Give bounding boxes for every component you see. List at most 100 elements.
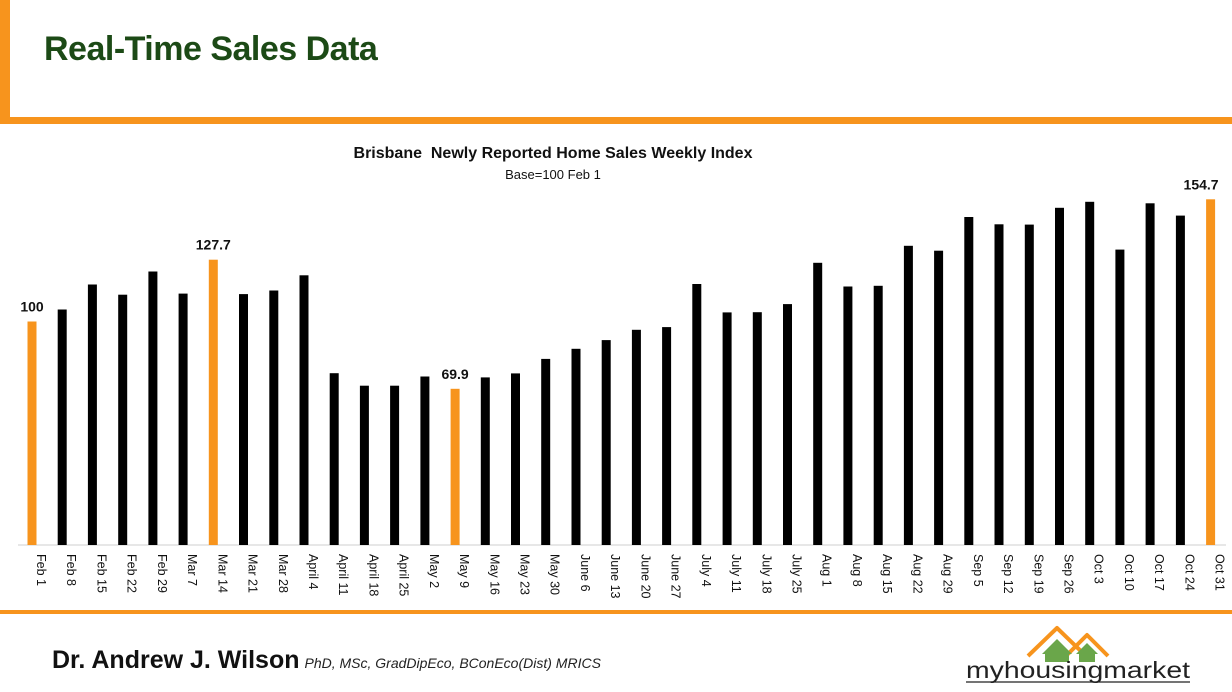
x-tick-label: Oct 31	[1213, 554, 1227, 591]
x-tick-label: Mar 14	[215, 554, 229, 593]
bar-aug-29	[934, 250, 944, 545]
house-roof-icon	[1026, 626, 1110, 662]
bar-oct-31	[1206, 199, 1216, 546]
page-title: Real-Time Sales Data	[44, 30, 378, 68]
bar-june-27	[662, 327, 672, 545]
x-tick-label: Aug 8	[850, 554, 864, 587]
data-label: 154.7	[1184, 176, 1219, 192]
bar-feb-8	[57, 309, 67, 545]
x-tick-label: June 13	[608, 554, 622, 599]
x-tick-label: Aug 22	[910, 554, 924, 594]
x-tick-label: April 11	[336, 554, 350, 596]
bar-july-4	[692, 284, 702, 545]
x-tick-label: May 30	[548, 554, 562, 595]
bar-sep-26	[1055, 207, 1064, 546]
x-tick-label: Feb 15	[94, 554, 108, 593]
x-tick-label: June 27	[669, 554, 683, 599]
bar-mar-7	[178, 293, 188, 545]
x-tick-label: Feb 29	[155, 554, 169, 593]
x-tick-label: Oct 17	[1152, 554, 1166, 591]
x-tick-label: April 18	[366, 554, 380, 596]
bar-may-2	[420, 376, 430, 545]
bar-feb-29	[148, 271, 158, 545]
x-tick-label: Aug 15	[880, 554, 894, 594]
bar-may-23	[511, 373, 520, 545]
x-tick-label: April 4	[306, 554, 320, 589]
header-divider	[0, 117, 1232, 124]
x-tick-label: Sep 5	[971, 554, 985, 587]
x-tick-label: Aug 29	[941, 554, 955, 594]
x-tick-label: May 16	[487, 554, 501, 595]
bar-april-18	[359, 385, 369, 545]
bar-july-18	[752, 312, 762, 545]
x-tick-label: May 9	[457, 554, 471, 588]
chart-subtitle: Base=100 Feb 1	[505, 167, 601, 182]
x-tick-label: Oct 3	[1092, 554, 1106, 584]
x-tick-label: Feb 22	[125, 554, 139, 593]
bar-may-16	[480, 377, 490, 545]
x-tick-label: Mar 7	[185, 554, 199, 586]
x-tick-label: July 4	[699, 554, 713, 587]
bar-may-9	[450, 388, 460, 545]
data-label: 100	[20, 299, 44, 315]
bar-sep-5	[964, 217, 974, 545]
bar-oct-10	[1115, 249, 1125, 545]
x-tick-label: Sep 12	[1001, 554, 1015, 594]
bar-feb-15	[87, 284, 97, 545]
bar-june-6	[571, 348, 581, 545]
footer-divider	[0, 610, 1232, 614]
data-label: 69.9	[441, 366, 468, 382]
bar-feb-22	[118, 294, 128, 545]
bar-oct-17	[1145, 203, 1155, 546]
x-tick-label: Sep 19	[1031, 554, 1045, 594]
bar-april-11	[329, 373, 339, 545]
x-tick-label: May 2	[427, 554, 441, 588]
bar-july-11	[722, 312, 732, 545]
logo-wordmark: myhousingmarket	[966, 657, 1191, 683]
x-tick-label: Oct 10	[1122, 554, 1136, 591]
author-credentials: PhD, MSc, GradDipEco, BConEco(Dist) MRIC…	[304, 655, 601, 671]
x-tick-label: Sep 26	[1062, 554, 1076, 594]
x-tick-label: Feb 1	[34, 554, 48, 586]
myhousingmarket-logo: myhousingmarket	[966, 626, 1191, 683]
x-tick-label: June 6	[578, 554, 592, 592]
bar-feb-1	[27, 321, 37, 545]
x-tick-label: Aug 1	[820, 554, 834, 587]
bar-oct-3	[1085, 201, 1095, 546]
bar-series	[27, 199, 1216, 546]
x-tick-label: April 25	[397, 554, 411, 596]
author-name: Dr. Andrew J. Wilson	[52, 646, 300, 674]
author-credit: Dr. Andrew J. Wilson PhD, MSc, GradDipEco…	[52, 646, 601, 675]
bar-aug-15	[873, 285, 883, 545]
bar-oct-24	[1175, 215, 1185, 545]
x-tick-label: Feb 8	[64, 554, 78, 586]
x-tick-label: July 11	[729, 554, 743, 593]
x-tick-label: July 25	[790, 554, 804, 594]
bar-mar-28	[269, 290, 279, 545]
data-label: 127.7	[196, 237, 231, 253]
x-tick-label: June 20	[638, 554, 652, 599]
bar-aug-22	[903, 245, 913, 546]
bar-june-13	[601, 340, 611, 545]
bar-june-20	[631, 329, 641, 545]
bar-sep-19	[1024, 224, 1034, 545]
bar-april-25	[390, 385, 400, 545]
bar-july-25	[783, 304, 792, 545]
bar-mar-14	[208, 259, 218, 545]
x-tick-label: Mar 28	[276, 554, 290, 593]
header-accent-bar	[0, 0, 10, 120]
data-labels: 100 127.7 69.9 154.7	[20, 176, 1218, 381]
bar-aug-1	[813, 262, 823, 545]
bar-aug-8	[843, 286, 853, 545]
x-tick-label: Oct 24	[1182, 554, 1196, 591]
bar-sep-12	[994, 224, 1004, 546]
x-tick-label: Mar 21	[246, 554, 260, 593]
sales-index-chart: Brisbane Newly Reported Home Sales Weekl…	[18, 145, 1227, 599]
bar-may-30	[541, 358, 551, 545]
x-axis-tick-labels: Feb 1 Feb 8 Feb 15 Feb 22 Feb 29 Mar 7 Mar 14 M…	[34, 554, 1227, 599]
chart-title: Brisbane Newly Reported Home Sales Weekl…	[354, 145, 753, 162]
bar-april-4	[299, 275, 309, 545]
x-tick-label: May 23	[518, 554, 532, 595]
bar-mar-21	[239, 294, 248, 545]
x-tick-label: July 18	[759, 554, 773, 594]
